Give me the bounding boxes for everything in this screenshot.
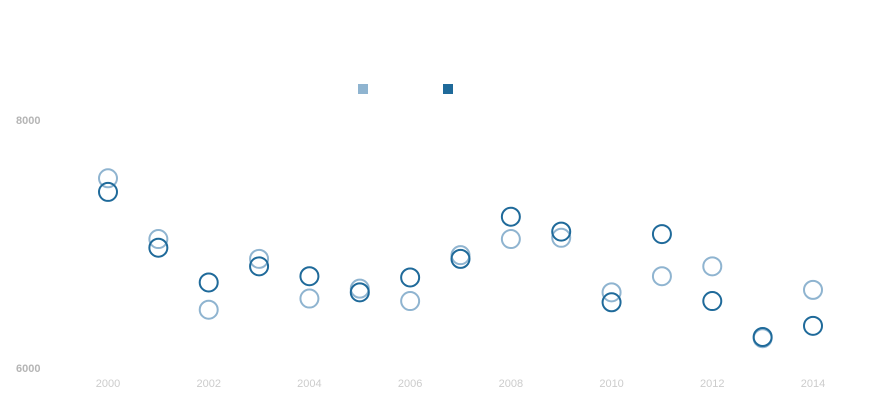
x-tick-label: 2014 <box>801 378 825 390</box>
data-point-series-1[interactable] <box>500 229 521 250</box>
legend-swatch-series-1 <box>358 84 368 94</box>
data-point-series-2[interactable] <box>500 206 521 227</box>
data-point-series-2[interactable] <box>702 291 723 312</box>
series-2 <box>98 181 823 347</box>
x-tick-label: 2008 <box>499 378 523 390</box>
x-tick-label: 2000 <box>96 378 120 390</box>
data-point-series-2[interactable] <box>98 181 118 202</box>
x-tick-label: 2004 <box>297 378 321 390</box>
data-point-series-1[interactable] <box>148 229 169 250</box>
data-point-series-1[interactable] <box>450 245 471 266</box>
data-point-series-2[interactable] <box>148 237 169 258</box>
data-point-series-1[interactable] <box>651 266 672 287</box>
data-point-series-1[interactable] <box>299 288 320 309</box>
x-axis: 2000 2002 2004 2006 2008 2010 2012 2014 <box>96 378 825 390</box>
data-point-series-1[interactable] <box>400 291 421 312</box>
legend <box>358 84 453 94</box>
data-point-series-2[interactable] <box>249 256 270 277</box>
data-point-series-1[interactable] <box>551 227 572 248</box>
data-point-series-1[interactable] <box>98 168 118 189</box>
x-tick-label: 2002 <box>196 378 220 390</box>
data-point-series-2[interactable] <box>601 292 622 313</box>
data-point-series-1[interactable] <box>702 256 723 277</box>
y-tick-label: 8000 <box>16 115 40 127</box>
data-point-series-2[interactable] <box>198 272 219 293</box>
legend-swatch-series-2 <box>443 84 453 94</box>
y-axis: 6000 8000 <box>16 115 40 375</box>
data-point-series-1[interactable] <box>198 299 219 320</box>
data-point-series-1[interactable] <box>803 279 823 300</box>
x-tick-label: 2006 <box>398 378 422 390</box>
data-point-series-2[interactable] <box>299 266 320 287</box>
data-point-series-2[interactable] <box>551 221 572 242</box>
data-points <box>98 168 823 349</box>
series-1 <box>98 168 823 349</box>
x-tick-label: 2010 <box>599 378 623 390</box>
data-point-series-2[interactable] <box>803 315 823 336</box>
data-point-series-1[interactable] <box>349 278 370 299</box>
data-point-series-2[interactable] <box>450 248 471 269</box>
y-tick-label: 6000 <box>16 363 40 375</box>
data-point-series-2[interactable] <box>651 224 672 245</box>
data-point-series-1[interactable] <box>249 248 270 269</box>
x-tick-label: 2012 <box>700 378 724 390</box>
data-point-series-2[interactable] <box>349 282 370 303</box>
data-point-series-1[interactable] <box>601 282 622 303</box>
data-point-series-2[interactable] <box>400 267 421 288</box>
data-point-series-2[interactable] <box>752 327 773 347</box>
